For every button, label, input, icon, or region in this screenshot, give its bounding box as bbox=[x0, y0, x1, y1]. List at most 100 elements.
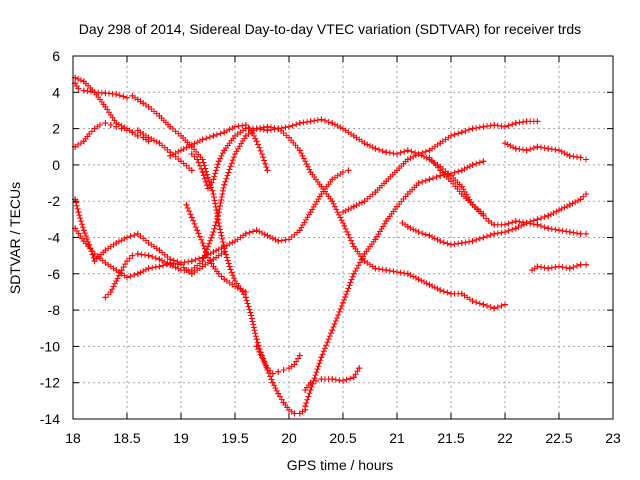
data-point bbox=[221, 243, 228, 250]
data-point bbox=[372, 145, 379, 152]
data-point bbox=[350, 243, 357, 250]
data-point bbox=[469, 161, 476, 168]
series-s9 bbox=[183, 201, 249, 295]
data-point bbox=[264, 167, 271, 174]
data-point bbox=[291, 410, 298, 417]
data-point bbox=[296, 352, 303, 359]
data-point bbox=[113, 278, 120, 285]
y-tick-labels: 6 4 2 0 -2 -4 -6 -8 -10 -12 -14 bbox=[40, 48, 60, 427]
data-point bbox=[80, 138, 87, 145]
y-axis-label: SDTVAR / TECUs bbox=[7, 182, 23, 294]
data-point bbox=[340, 377, 346, 384]
data-point bbox=[178, 261, 184, 268]
data-point bbox=[97, 121, 103, 128]
data-point bbox=[210, 132, 217, 139]
data-point bbox=[415, 229, 422, 236]
data-point bbox=[399, 219, 406, 226]
data-point bbox=[458, 167, 465, 174]
data-point bbox=[248, 312, 255, 319]
data-point bbox=[529, 267, 535, 274]
data-point bbox=[232, 283, 238, 290]
data-point bbox=[275, 125, 282, 132]
data-point bbox=[80, 238, 87, 245]
x-tick-label: 20.5 bbox=[329, 430, 356, 446]
data-point bbox=[188, 167, 195, 174]
data-point bbox=[269, 370, 276, 377]
data-point bbox=[242, 230, 249, 237]
data-point bbox=[199, 258, 206, 265]
data-point bbox=[275, 390, 282, 397]
data-point bbox=[226, 263, 233, 270]
y-tick-label: -12 bbox=[40, 375, 60, 391]
data-point bbox=[480, 301, 487, 308]
data-point bbox=[480, 234, 487, 241]
data-point bbox=[215, 158, 222, 165]
y-tick-label: -4 bbox=[48, 230, 61, 246]
series-s6 bbox=[102, 123, 508, 312]
data-point bbox=[113, 239, 120, 246]
data-point bbox=[113, 123, 120, 130]
data-point bbox=[296, 120, 303, 127]
data-point bbox=[437, 172, 444, 179]
data-point bbox=[583, 261, 589, 268]
data-point bbox=[167, 261, 174, 268]
series-s17 bbox=[529, 261, 589, 274]
data-point bbox=[210, 249, 217, 256]
data-point bbox=[318, 354, 325, 361]
data-point bbox=[91, 125, 98, 132]
data-point bbox=[210, 256, 217, 263]
data-point bbox=[80, 227, 87, 234]
data-point bbox=[286, 406, 292, 413]
data-point bbox=[215, 270, 222, 277]
y-tick-label: -14 bbox=[40, 411, 60, 427]
x-tick-labels: 18 18.5 19 19.5 20 20.5 21 21.5 22 22.5 23 bbox=[65, 430, 621, 446]
x-tick-label: 22 bbox=[497, 430, 513, 446]
data-point bbox=[259, 151, 265, 158]
series-s5 bbox=[72, 225, 228, 281]
data-point bbox=[145, 252, 152, 259]
data-point bbox=[556, 227, 562, 234]
data-point bbox=[480, 158, 487, 165]
data-point bbox=[280, 366, 287, 373]
data-point bbox=[534, 143, 541, 150]
data-point bbox=[415, 151, 422, 158]
grid bbox=[73, 56, 613, 419]
x-tick-label: 23 bbox=[605, 430, 621, 446]
data-point bbox=[140, 100, 147, 107]
series-s8 bbox=[167, 121, 271, 174]
data-point bbox=[113, 267, 120, 274]
data-point bbox=[124, 258, 130, 265]
data-points bbox=[72, 74, 589, 417]
data-point bbox=[188, 141, 195, 148]
data-point bbox=[329, 176, 336, 183]
data-point bbox=[302, 386, 309, 393]
data-point bbox=[502, 229, 508, 236]
data-point bbox=[426, 281, 433, 288]
data-point bbox=[307, 118, 314, 125]
data-point bbox=[199, 136, 206, 143]
data-point bbox=[480, 212, 487, 219]
series-markers bbox=[167, 121, 271, 174]
data-point bbox=[178, 132, 184, 139]
data-point bbox=[107, 288, 114, 295]
data-point bbox=[469, 238, 476, 245]
data-point bbox=[102, 120, 109, 127]
data-point bbox=[577, 154, 584, 161]
data-point bbox=[188, 267, 195, 274]
data-point bbox=[448, 290, 454, 297]
data-point bbox=[156, 263, 163, 270]
data-point bbox=[188, 214, 195, 221]
data-point bbox=[458, 190, 465, 197]
data-point bbox=[329, 376, 336, 383]
data-point bbox=[318, 183, 325, 190]
data-point bbox=[145, 265, 152, 272]
data-point bbox=[124, 127, 130, 134]
data-point bbox=[102, 103, 109, 110]
data-point bbox=[437, 140, 444, 147]
data-point bbox=[124, 234, 130, 241]
data-point bbox=[296, 147, 303, 154]
data-point bbox=[534, 216, 541, 223]
data-point bbox=[340, 209, 346, 216]
data-point bbox=[194, 227, 201, 234]
